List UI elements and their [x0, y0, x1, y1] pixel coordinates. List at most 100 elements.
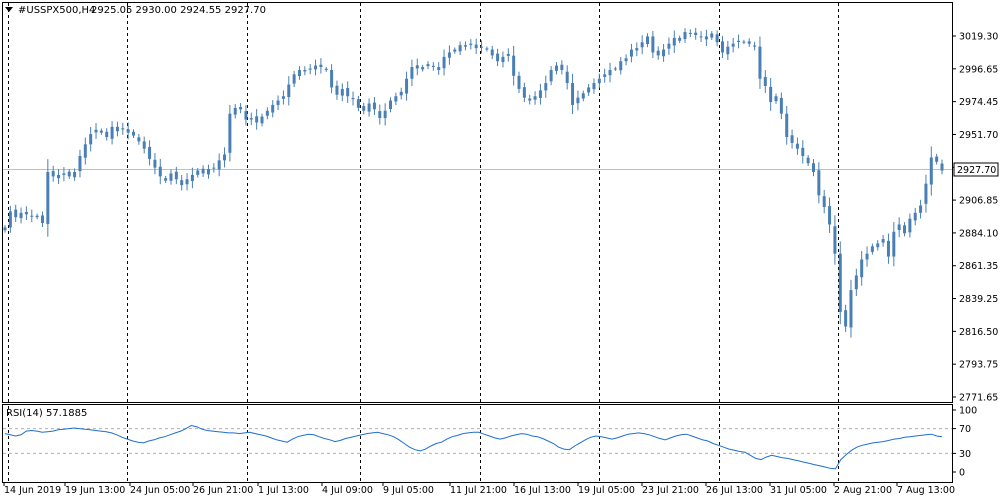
candle-body	[753, 45, 757, 47]
candle	[538, 83, 542, 105]
candle	[629, 43, 633, 63]
candle-body	[126, 129, 130, 133]
candle-body	[458, 45, 462, 52]
candle	[769, 78, 773, 111]
candle	[919, 199, 923, 219]
candle	[710, 31, 714, 41]
candle-body	[538, 90, 542, 98]
candle	[57, 169, 61, 184]
candle-body	[742, 41, 746, 43]
candle	[667, 37, 671, 55]
candle	[447, 45, 451, 65]
candle	[281, 90, 285, 105]
rsi-axis: 100 70 30 0	[952, 406, 977, 479]
candle-body	[3, 227, 7, 231]
candle	[646, 33, 650, 48]
candle-body	[592, 83, 596, 90]
candle-body	[763, 76, 767, 86]
candle-body	[292, 74, 296, 84]
candle-body	[158, 166, 162, 177]
candle	[389, 97, 393, 113]
candle-body	[629, 49, 633, 57]
candle-body	[164, 178, 168, 181]
candle-body	[662, 49, 666, 57]
candle	[731, 37, 735, 53]
candle	[308, 63, 312, 75]
candle-body	[469, 43, 473, 45]
rsi-tick-label: 0	[959, 468, 965, 479]
time-tick-label: 7 Aug 13:00	[897, 485, 955, 496]
candle-body	[881, 239, 885, 243]
candle	[463, 41, 467, 51]
candle-body	[447, 52, 451, 58]
candle	[121, 122, 125, 135]
candle-body	[356, 99, 360, 108]
candle	[592, 78, 596, 94]
candle	[185, 173, 189, 191]
candle	[437, 62, 441, 75]
time-tick-label: 23 Jul 21:00	[642, 485, 699, 496]
candle-body	[228, 113, 232, 153]
candle	[153, 153, 157, 175]
candle-body	[522, 87, 526, 98]
price-tick-label: 2861.35	[959, 261, 998, 272]
candle-body	[678, 37, 682, 41]
candle-body	[46, 172, 50, 224]
candle-body	[854, 275, 858, 290]
candle	[303, 66, 307, 76]
candle	[833, 215, 837, 265]
candle	[405, 71, 409, 101]
candle	[8, 205, 12, 233]
chart-shift-marker-icon[interactable]	[5, 7, 13, 12]
candle-body	[399, 91, 403, 96]
candle	[576, 90, 580, 111]
candle	[501, 51, 505, 68]
candle-body	[426, 64, 430, 67]
time-tick-label: 19 Jun 13:00	[65, 485, 125, 496]
candle-body	[233, 107, 237, 115]
candle-body	[613, 68, 617, 70]
time-tick-label: 9 Jul 05:00	[383, 485, 434, 496]
candle-body	[597, 78, 601, 84]
candle-body	[78, 155, 82, 172]
candle	[522, 82, 526, 103]
candle	[228, 104, 232, 162]
candle-body	[99, 130, 103, 133]
candle	[148, 140, 152, 166]
candle	[212, 163, 216, 173]
candle-body	[838, 253, 842, 312]
candle	[512, 45, 516, 86]
candle-body	[394, 96, 398, 102]
candle	[903, 222, 907, 237]
candle-body	[57, 174, 61, 179]
candle	[490, 45, 494, 60]
candle	[426, 61, 430, 70]
candle	[330, 64, 334, 94]
candle	[571, 73, 575, 115]
candle	[67, 169, 71, 179]
symbol-header: #USSPX500,H4	[18, 5, 95, 16]
candle-body	[405, 78, 409, 94]
main-frame-border	[2, 2, 953, 403]
candle	[528, 94, 532, 105]
candle-body	[271, 104, 275, 113]
candle	[881, 234, 885, 247]
candle-body	[908, 218, 912, 233]
candle-body	[779, 97, 783, 114]
candle	[19, 207, 23, 224]
candle-body	[453, 49, 457, 52]
candle	[565, 65, 569, 90]
candle	[935, 153, 939, 165]
candle	[196, 168, 200, 178]
candle-body	[378, 111, 382, 119]
candle	[608, 62, 612, 83]
candle	[779, 92, 783, 120]
candle	[174, 166, 178, 185]
candle-body	[849, 290, 853, 328]
candle	[271, 100, 275, 118]
candle-body	[89, 134, 93, 145]
candle	[46, 159, 50, 237]
candle	[110, 121, 114, 145]
candle	[876, 240, 880, 251]
